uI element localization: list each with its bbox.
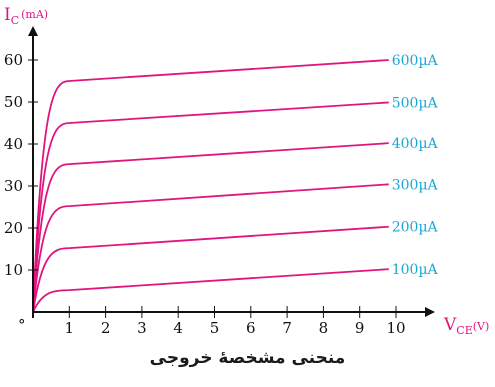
x-tick-label-4: 4	[173, 319, 183, 337]
curve-2	[32, 225, 389, 313]
x-tick-label-6: 6	[246, 319, 256, 337]
curve-6	[32, 59, 389, 313]
curve-3	[32, 183, 389, 313]
origin-label: °	[18, 316, 26, 334]
y-tick-label-30: 30	[4, 177, 23, 195]
y-tick-label-10: 10	[4, 261, 23, 279]
x-tick-label-3: 3	[137, 319, 147, 337]
series-label-4: 400µA	[392, 136, 439, 152]
ticks-group: 1 2 3 4 5 6 7 8 9 10 10 20 30 40 50 60 °	[4, 51, 406, 337]
axes-group	[28, 26, 435, 318]
y-tick-label-20: 20	[4, 219, 23, 237]
series-label-5: 500µA	[392, 95, 439, 111]
y-axis-title-main: I	[4, 5, 11, 25]
x-axis-title-main: V	[443, 315, 457, 335]
y-tick-label-60: 60	[4, 51, 23, 69]
x-axis-title-unit: (V)	[473, 320, 490, 333]
x-tick-label-5: 5	[210, 319, 220, 337]
chart-caption: منحنی مشخصهٔ خروجی	[149, 348, 346, 368]
x-tick-label-8: 8	[319, 319, 329, 337]
output-characteristic-chart: 1 2 3 4 5 6 7 8 9 10 10 20 30 40 50 60 ° 100µA 200µA 300µA…	[4, 5, 489, 337]
series-label-6: 600µA	[392, 53, 439, 69]
x-axis-title: VCE(V)	[443, 315, 489, 337]
y-axis-title-sub: C	[11, 14, 19, 27]
x-tick-label-10: 10	[386, 319, 405, 337]
curve-1	[32, 268, 389, 313]
series-label-2: 200µA	[392, 220, 439, 236]
y-tick-label-50: 50	[4, 93, 23, 111]
y-axis-title: IC (mA)	[4, 5, 48, 27]
x-axis-title-sub: CE	[456, 324, 472, 337]
x-tick-label-9: 9	[355, 319, 365, 337]
curve-4	[32, 142, 389, 313]
curves-group	[32, 59, 389, 313]
series-label-3: 300µA	[392, 177, 439, 193]
x-tick-label-2: 2	[101, 319, 111, 337]
x-tick-label-7: 7	[282, 319, 292, 337]
x-tick-label-1: 1	[65, 319, 75, 337]
y-tick-label-40: 40	[4, 135, 23, 153]
y-axis-title-unit: (mA)	[21, 8, 48, 21]
series-label-1: 100µA	[392, 262, 439, 278]
